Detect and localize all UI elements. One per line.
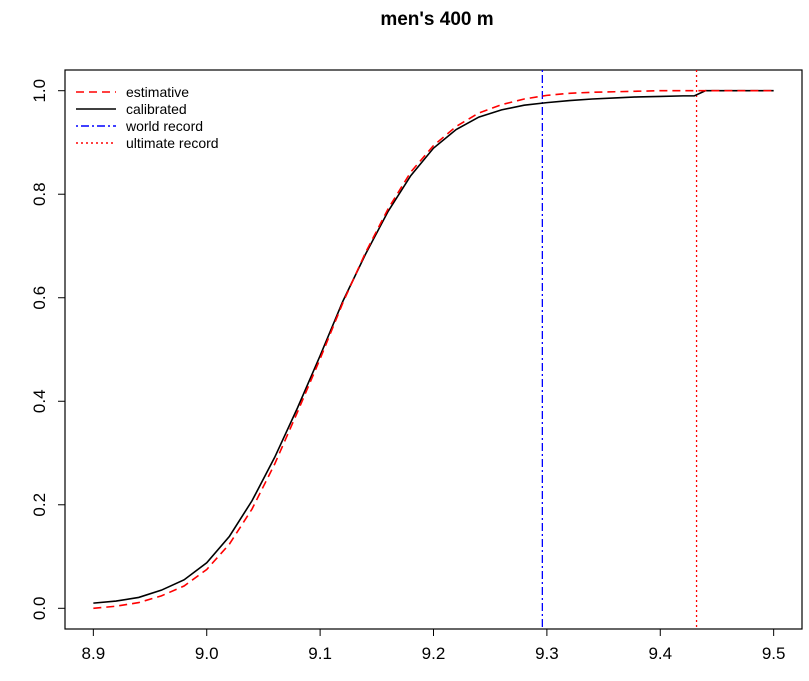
- x-tick-label: 9.3: [535, 644, 559, 663]
- y-tick-label: 0.4: [30, 389, 49, 413]
- x-tick-label: 8.9: [82, 644, 106, 663]
- y-tick-label: 1.0: [30, 79, 49, 103]
- x-tick-label: 9.1: [308, 644, 332, 663]
- series-line-calibrated: [93, 89, 774, 604]
- x-tick-label: 9.0: [195, 644, 219, 663]
- x-tick-label: 9.5: [762, 644, 786, 663]
- x-tick-label: 9.4: [648, 644, 672, 663]
- y-axis: 0.0 0.2 0.4 0.6 0.8 1.0: [30, 79, 66, 620]
- legend-label: calibrated: [126, 101, 187, 117]
- y-tick-label: 0.0: [30, 596, 49, 620]
- legend-label: ultimate record: [126, 135, 219, 151]
- y-tick-label: 0.2: [30, 493, 49, 517]
- chart-title: men's 400 m: [380, 9, 493, 30]
- x-tick-label: 9.2: [422, 644, 446, 663]
- y-tick-label: 0.6: [30, 286, 49, 310]
- lines-layer: [93, 70, 774, 629]
- y-tick-label: 0.8: [30, 182, 49, 206]
- legend-label: world record: [125, 118, 203, 134]
- series-line-estimative: [93, 89, 774, 610]
- x-axis: 8.9 9.0 9.1 9.2 9.3 9.4 9.5: [82, 628, 786, 663]
- legend-label: estimative: [126, 84, 189, 100]
- plot-frame: [64, 69, 803, 630]
